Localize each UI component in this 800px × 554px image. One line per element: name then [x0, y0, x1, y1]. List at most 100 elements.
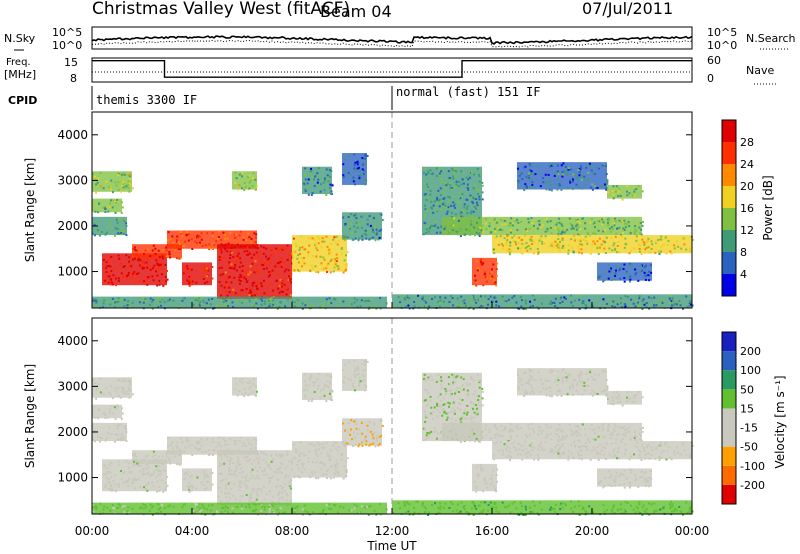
- velocity-speckle: [680, 511, 683, 514]
- power-speckle: [424, 193, 427, 196]
- velocity-speckle: [108, 464, 111, 467]
- velocity-speckle: [260, 488, 263, 491]
- velocity-speckle: [362, 378, 365, 381]
- power-speckle: [459, 304, 462, 307]
- velocity-speckle: [482, 490, 485, 493]
- velocity-speckle: [354, 419, 357, 422]
- power-speckle: [478, 217, 481, 220]
- power-speckle: [158, 264, 161, 267]
- power-speckle: [509, 223, 512, 226]
- velocity-speckle: [183, 503, 186, 506]
- power-speckle: [152, 244, 155, 247]
- power-speckle: [113, 306, 116, 309]
- velocity-speckle: [365, 443, 368, 446]
- velocity-speckle: [99, 377, 102, 380]
- velocity-speckle: [596, 446, 599, 449]
- power-speckle: [517, 167, 520, 170]
- power-speckle: [149, 267, 152, 270]
- velocity-speckle: [104, 483, 107, 486]
- velocity-speckle: [549, 449, 552, 452]
- velocity-speckle: [212, 513, 215, 516]
- power-speckle: [685, 295, 688, 298]
- power-speckle: [243, 276, 246, 279]
- velocity-speckle: [408, 503, 411, 506]
- power-speckle: [475, 197, 478, 200]
- velocity-speckle: [541, 446, 544, 449]
- velocity-speckle: [519, 453, 522, 456]
- velocity-speckle: [601, 370, 604, 373]
- power-speckle: [138, 301, 141, 304]
- velocity-speckle: [544, 441, 547, 444]
- velocity-speckle: [138, 507, 141, 510]
- power-speckle: [530, 163, 533, 166]
- velocity-speckle: [626, 400, 629, 403]
- freq-tick-bottom: 8: [70, 72, 77, 85]
- power-speckle: [545, 182, 548, 185]
- velocity-speckle: [123, 379, 126, 382]
- power-speckle: [298, 249, 301, 252]
- velocity-speckle: [258, 503, 261, 506]
- velocity-speckle: [537, 426, 540, 429]
- power-speckle: [146, 265, 149, 268]
- velocity-speckle: [186, 437, 189, 440]
- velocity-speckle: [620, 473, 623, 476]
- velocity-speckle: [437, 432, 440, 435]
- power-speckle: [441, 203, 444, 206]
- power-speckle: [471, 200, 474, 203]
- power-speckle: [111, 191, 114, 194]
- velocity-speckle: [536, 453, 539, 456]
- power-speckle: [233, 276, 236, 279]
- power-speckle: [653, 306, 656, 309]
- velocity-speckle: [380, 434, 383, 437]
- power-speckle: [628, 224, 631, 227]
- power-speckle: [330, 258, 333, 261]
- velocity-speckle: [510, 423, 513, 426]
- power-speckle: [134, 257, 137, 260]
- power-speckle: [361, 168, 364, 171]
- power-speckle: [668, 297, 671, 300]
- velocity-speckle: [537, 457, 540, 460]
- velocity-speckle: [640, 470, 643, 473]
- power-speckle: [673, 304, 676, 307]
- velocity-speckle: [628, 430, 631, 433]
- velocity-speckle: [163, 488, 166, 491]
- power-speckle: [571, 187, 574, 190]
- velocity-speckle: [428, 511, 431, 514]
- power-speckle: [479, 173, 482, 176]
- power-speckle: [343, 170, 346, 173]
- power-speckle: [276, 307, 279, 310]
- velocity-speckle: [354, 375, 357, 378]
- velocity-speckle: [482, 436, 485, 439]
- velocity-speckle: [184, 472, 187, 475]
- power-speckle: [525, 241, 528, 244]
- velocity-speckle: [427, 376, 430, 379]
- velocity-speckle: [92, 505, 95, 508]
- power-speckle: [413, 300, 416, 303]
- power-speckle: [200, 303, 203, 306]
- power-speckle: [473, 205, 476, 208]
- power-speckle: [460, 183, 463, 186]
- velocity-speckle: [522, 513, 525, 516]
- power-speckle: [147, 260, 150, 263]
- power-speckle: [335, 253, 338, 256]
- velocity-speckle: [196, 442, 199, 445]
- power-speckle: [580, 248, 583, 251]
- power-speckle: [550, 232, 553, 235]
- velocity-speckle: [255, 390, 258, 393]
- velocity-speckle: [220, 457, 223, 460]
- velocity-speckle: [686, 511, 689, 514]
- power-speckle: [595, 187, 598, 190]
- velocity-speckle: [181, 441, 184, 444]
- velocity-speckle: [127, 392, 130, 395]
- power-speckle: [220, 266, 223, 269]
- velocity-speckle: [104, 413, 107, 416]
- power-speckle: [493, 279, 496, 282]
- velocity-speckle: [574, 424, 577, 427]
- power-speckle: [287, 269, 290, 272]
- velocity-speckle: [610, 402, 613, 405]
- power-speckle: [478, 175, 481, 178]
- velocity-speckle: [102, 464, 105, 467]
- velocity-speckle: [154, 458, 157, 461]
- power-speckle: [590, 217, 593, 220]
